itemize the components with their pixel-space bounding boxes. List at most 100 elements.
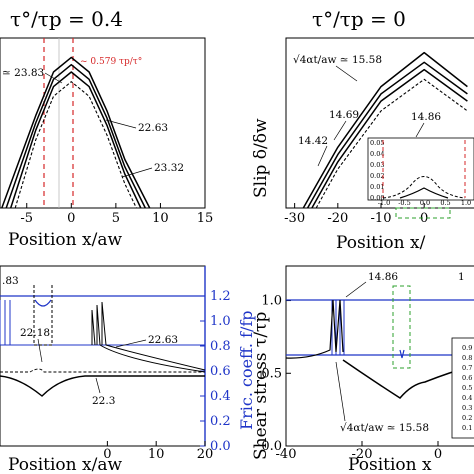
tl-series-line	[5, 63, 146, 209]
bl-annotation-22.3: 22.3	[92, 395, 115, 407]
panel-bottom-left: 0.0 0.2 0.4 0.6 0.8 1.0 1.2 0 10 20 Fric. coeff.…	[0, 265, 256, 474]
br-xlabel: Position x	[348, 455, 432, 474]
bl-blue-spikes-left	[0, 300, 11, 345]
bl-ytick-label: 1.2	[210, 289, 231, 304]
br-xtick-label: -20	[352, 447, 373, 462]
bl-shear-curve-dashed	[0, 368, 205, 373]
bl-ylabel-right: Fric. coeff. f/fp	[237, 310, 256, 430]
br-green-box	[392, 285, 411, 369]
br-spike-curve	[285, 299, 344, 359]
bl-xtick-label: 0	[103, 447, 111, 462]
br-inset-ytick-label: 0.1	[462, 424, 472, 432]
br-inset-ytick-label: 0.6	[462, 374, 472, 382]
bl-decay-curve	[105, 344, 206, 371]
tr-xtick-label: -20	[327, 211, 348, 226]
tl-annotation-22.63: 22.63	[138, 122, 168, 134]
tr-inset-dashed-curve	[382, 176, 466, 199]
tr-leader-3	[415, 122, 425, 138]
tr-inset-ytick-label: 0.02	[370, 172, 384, 180]
tr-inset-xtick-label: -1.0	[378, 199, 391, 207]
br-annotation-14.86: 14.86	[368, 271, 398, 283]
bl-leader-2	[115, 339, 147, 348]
br-frame	[285, 265, 474, 447]
tr-xticks: -30 -20 -10 0	[284, 203, 428, 226]
bl-xtick-label: 10	[148, 447, 165, 462]
tl-leader-2	[105, 119, 137, 129]
bl-shear-curve	[0, 375, 205, 397]
br-blue-spikes	[331, 300, 345, 355]
br-inset-frame	[451, 337, 474, 439]
bl-blue-notch	[34, 299, 52, 307]
tr-series-line	[306, 61, 468, 209]
br-inset-ticks: 0.9 0.8 0.7 0.6 0.5 0.4 0.3 0.2 0.1	[462, 344, 472, 432]
tl-series-line	[1, 56, 151, 209]
bl-ytick-label: 0.2	[210, 414, 231, 429]
tr-inset-xtick-label: 0.5	[440, 199, 450, 207]
bl-spikes-right	[91, 301, 107, 346]
tr-annotation-14.69: 14.69	[329, 109, 359, 121]
br-annotation-1: 1	[458, 271, 465, 283]
tr-inset-ticks: 0.00 0.01 0.02 0.03 0.04 0.05 -1.0 -0.5 0.0 0.5 1.…	[370, 139, 471, 207]
tr-inset-ytick-label: 0.00	[370, 194, 384, 202]
br-inset-ytick-label: 0.2	[462, 414, 472, 422]
tr-leader-4	[317, 145, 328, 167]
bl-frame	[0, 265, 206, 447]
tr-inset: 0.00 0.01 0.02 0.03 0.04 0.05 -1.0 -0.5 0.0 0.5 1.…	[367, 137, 474, 207]
br-inset-ytick-label: 0.9	[462, 344, 472, 352]
bl-ytick-label: 0.0	[210, 439, 231, 454]
tr-leader-2	[333, 120, 347, 141]
tl-title: τ°/τp = 0.4	[10, 7, 123, 31]
tl-annotation-23.32: 23.32	[154, 162, 184, 174]
tr-xtick-label: -10	[371, 211, 392, 226]
bl-ytick-label: 0.6	[210, 364, 231, 379]
tr-annotation-14.86: 14.86	[411, 111, 441, 123]
tr-curves	[302, 51, 468, 209]
tl-frame	[0, 37, 206, 209]
tl-series-line	[14, 81, 137, 209]
tr-inset-xtick-label: 1.0	[461, 199, 471, 207]
br-blue-notch	[399, 349, 405, 359]
br-xticks: -40 -20 0	[276, 441, 442, 462]
tl-red-annotation: ~ 0.579 τp/τ°	[80, 57, 142, 67]
bl-xtick-label: 20	[197, 447, 214, 462]
bl-annotation-22.63: 22.63	[148, 334, 178, 346]
tr-inset-ytick-label: 0.03	[370, 161, 384, 169]
br-xtick-label: 0	[434, 447, 442, 462]
tr-inset-xtick-label: -0.5	[398, 199, 411, 207]
bl-decay-curve-2	[99, 344, 206, 373]
bl-xticks: 0 10 20	[103, 441, 213, 462]
tl-leader-1	[44, 72, 63, 84]
tr-xtick-label: -30	[284, 211, 305, 226]
bl-xlabel: Position x/aw	[8, 455, 122, 474]
tr-xlabel: Position x/	[336, 233, 426, 253]
tr-inset-xtick-label: 0.0	[420, 199, 430, 207]
panel-top-left: τ°/τp = 0.4 -5 0 5 10 15 ~ 0.579 τp/τ° ≃ 23.…	[0, 7, 213, 250]
tr-series-line	[315, 78, 468, 209]
tl-annotation-23.83: ≃ 23.83	[2, 67, 44, 79]
tr-inset-solid-curve	[399, 187, 449, 199]
br-shear-curve	[342, 359, 474, 399]
br-ytick-label: 0.0	[261, 439, 282, 454]
tr-inset-ytick-label: 0.04	[370, 150, 384, 158]
tr-green-box	[395, 207, 451, 219]
br-xtick-label: -40	[276, 447, 297, 462]
br-leader-1	[345, 281, 367, 298]
tr-inset-ytick-label: 0.01	[370, 183, 384, 191]
tr-title: τ°/τp = 0	[312, 7, 406, 31]
br-ylabel: Shear stress τ/τp	[251, 312, 271, 460]
tl-xticks: -5 0 5 10 15	[20, 203, 213, 226]
panel-top-right: τ°/τp = 0 Slip δ/δw -30 -20 -10 0 √4αt/aw ≃…	[251, 7, 474, 253]
tr-ylabel: Slip δ/δw	[251, 118, 271, 198]
bl-leader-3	[95, 377, 101, 394]
tr-series-line	[311, 68, 468, 209]
tl-xlabel: Position x/aw	[8, 230, 122, 250]
bl-ytick-label: 0.8	[210, 339, 231, 354]
tr-xtick-label: 0	[420, 211, 428, 226]
br-inset-ytick-label: 0.7	[462, 364, 472, 372]
br-leader-2	[335, 361, 346, 422]
br-inset-ytick-label: 0.5	[462, 384, 472, 392]
tl-xtick-label: 10	[152, 211, 169, 226]
tl-leader-3	[121, 167, 153, 178]
br-annotation-15.58: √4αt/aw ≃ 15.58	[340, 422, 429, 434]
